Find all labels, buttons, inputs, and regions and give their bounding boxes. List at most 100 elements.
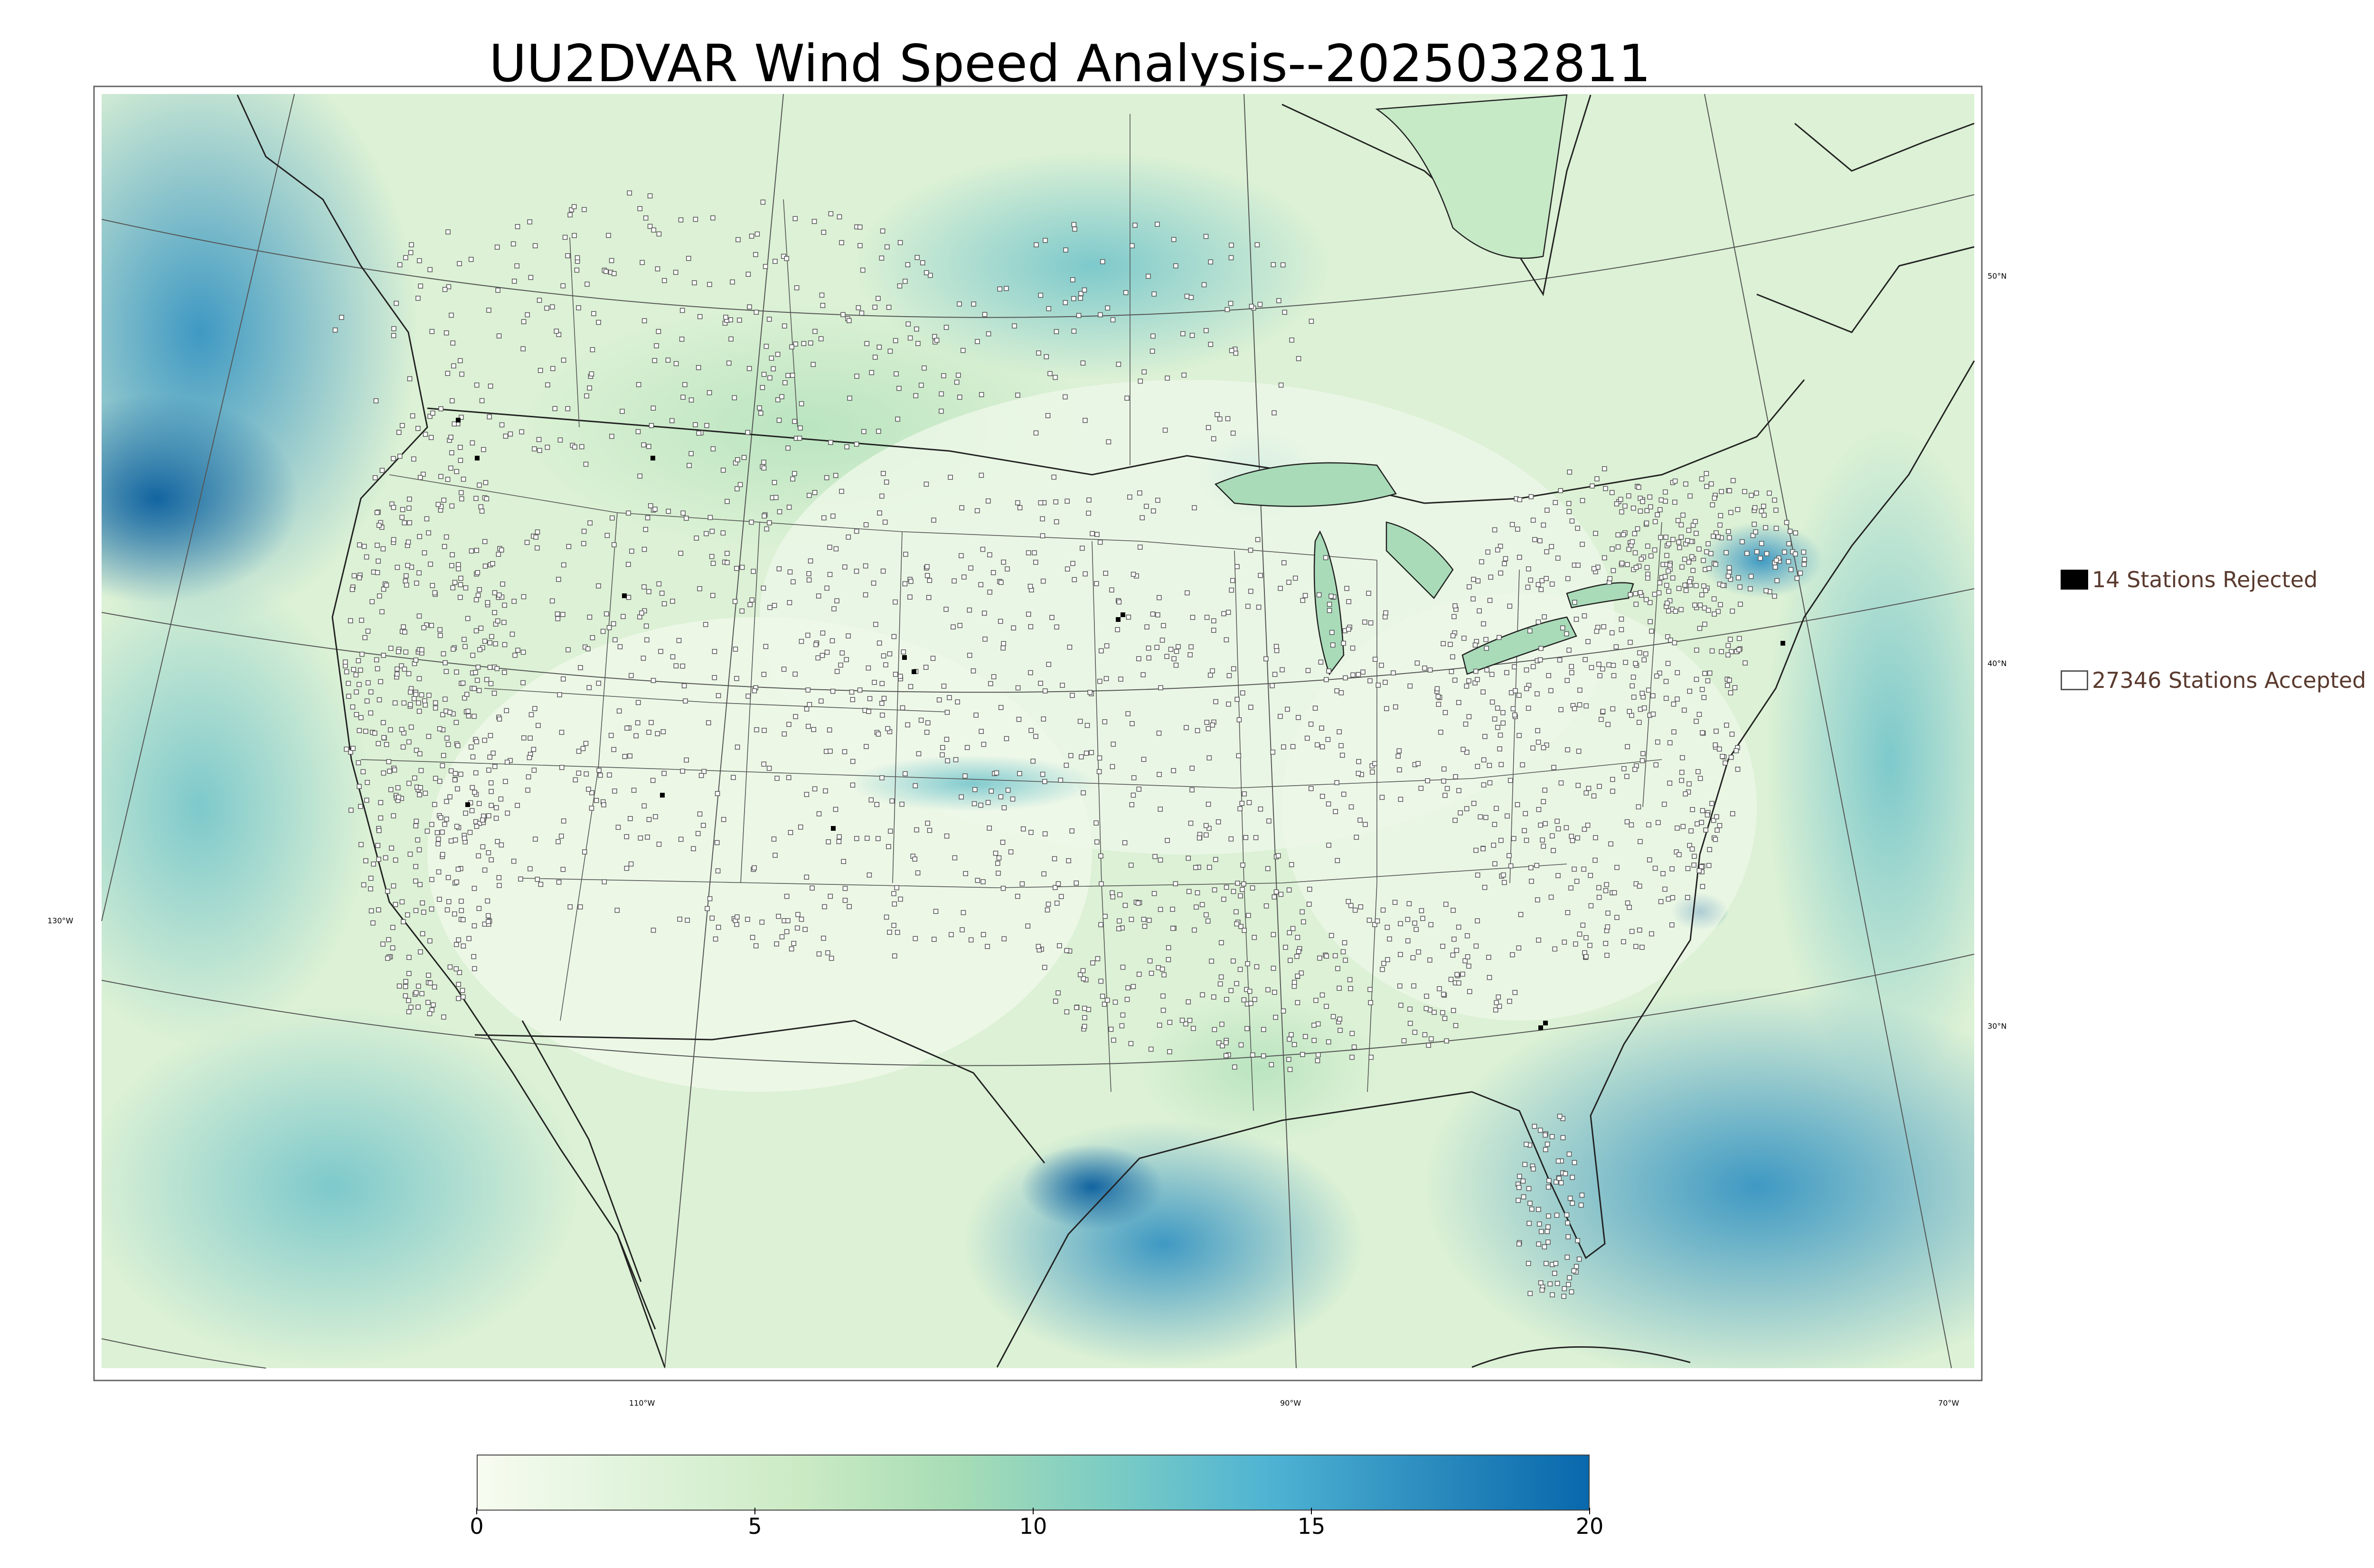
accepted-station-marker — [584, 393, 589, 399]
accepted-station-marker — [1644, 565, 1650, 570]
accepted-station-marker — [641, 318, 647, 323]
accepted-station-marker — [1043, 238, 1048, 243]
accepted-station-marker — [844, 657, 849, 662]
accepted-station-marker — [725, 551, 730, 556]
accepted-station-marker — [492, 610, 497, 615]
accepted-station-marker — [1080, 545, 1085, 551]
accepted-station-marker — [449, 563, 454, 568]
accepted-station-marker — [476, 853, 481, 859]
accepted-station-marker — [1605, 924, 1611, 930]
accepted-station-marker — [701, 823, 706, 828]
colorbar-tick — [754, 1508, 755, 1514]
accepted-station-marker — [1610, 706, 1616, 712]
accepted-station-marker — [1555, 1158, 1561, 1164]
accepted-station-marker — [1556, 1175, 1562, 1181]
accepted-station-marker — [465, 708, 471, 714]
accepted-station-marker — [479, 508, 485, 514]
accepted-station-marker — [1001, 805, 1007, 810]
accepted-station-marker — [1663, 498, 1668, 504]
accepted-station-marker — [591, 311, 596, 316]
accepted-station-marker — [1347, 977, 1353, 983]
accepted-station-marker — [681, 683, 687, 688]
accepted-station-marker — [820, 630, 826, 636]
accepted-station-marker — [377, 828, 382, 833]
accepted-station-marker — [789, 946, 794, 952]
accepted-station-marker — [1001, 641, 1006, 647]
accepted-station-marker — [777, 509, 782, 515]
accepted-station-marker — [418, 949, 423, 955]
accepted-station-marker — [1552, 946, 1557, 952]
accepted-station-marker — [1558, 488, 1564, 493]
accepted-station-marker — [1489, 699, 1495, 705]
accepted-station-marker — [417, 475, 423, 480]
accepted-station-marker — [423, 432, 428, 437]
accepted-station-marker — [628, 861, 634, 867]
accepted-station-marker — [761, 460, 766, 465]
accepted-station-marker — [1472, 642, 1478, 648]
accepted-station-marker — [1591, 566, 1597, 572]
accepted-station-marker — [782, 731, 787, 737]
accepted-station-marker — [871, 581, 876, 586]
accepted-station-marker — [582, 207, 587, 212]
accepted-station-marker — [1602, 555, 1607, 561]
accepted-station-marker — [847, 395, 852, 401]
accepted-station-marker — [1583, 954, 1589, 959]
accepted-station-marker — [1397, 767, 1402, 772]
accepted-station-marker — [394, 671, 400, 677]
accepted-station-marker — [1441, 766, 1447, 772]
accepted-station-marker — [1761, 504, 1766, 509]
accepted-station-marker — [1727, 535, 1732, 541]
accepted-station-marker — [1517, 497, 1523, 502]
accepted-station-marker — [440, 829, 445, 835]
accepted-station-marker — [1707, 670, 1713, 676]
accepted-station-marker — [1704, 471, 1709, 476]
accepted-station-marker — [703, 622, 708, 627]
accepted-station-marker — [1498, 762, 1504, 767]
accepted-station-marker — [458, 595, 463, 600]
accepted-station-marker — [1551, 848, 1556, 853]
accepted-station-marker — [1586, 786, 1592, 791]
accepted-station-marker — [828, 893, 833, 899]
accepted-station-marker — [1699, 820, 1704, 825]
accepted-station-marker — [455, 786, 460, 792]
accepted-station-marker — [1717, 522, 1723, 528]
lon-label-130w: 130°W — [47, 916, 74, 925]
accepted-station-marker — [1424, 994, 1429, 999]
accepted-station-marker — [1309, 319, 1314, 324]
accepted-station-marker — [991, 674, 997, 679]
accepted-station-marker — [1701, 583, 1706, 589]
accepted-station-marker — [1786, 541, 1791, 546]
accepted-station-marker — [429, 877, 434, 883]
accepted-station-marker — [1235, 881, 1240, 886]
accepted-station-marker — [1787, 528, 1793, 534]
accepted-station-marker — [1484, 646, 1489, 651]
accepted-station-marker — [1660, 871, 1666, 876]
accepted-station-marker — [614, 908, 620, 913]
accepted-station-marker — [1398, 952, 1403, 957]
accepted-station-marker — [1356, 672, 1361, 677]
accepted-station-marker — [1273, 889, 1279, 895]
accepted-station-marker — [735, 237, 741, 243]
accepted-station-marker — [661, 601, 667, 607]
accepted-station-marker — [1621, 532, 1626, 537]
accepted-station-marker — [1678, 607, 1684, 612]
accepted-station-marker — [1261, 1053, 1266, 1059]
accepted-station-marker — [799, 638, 804, 644]
accepted-station-marker — [856, 305, 861, 310]
accepted-station-marker — [483, 480, 489, 485]
accepted-station-marker — [1774, 578, 1780, 583]
accepted-station-marker — [1270, 683, 1275, 688]
accepted-station-marker — [913, 936, 918, 941]
accepted-station-marker — [381, 586, 386, 592]
accepted-station-marker — [1348, 903, 1354, 908]
accepted-station-marker — [892, 953, 897, 958]
accepted-station-marker — [467, 830, 473, 835]
accepted-station-marker — [609, 258, 614, 263]
accepted-station-marker — [766, 317, 772, 322]
accepted-station-marker — [1174, 648, 1179, 654]
accepted-station-marker — [396, 983, 402, 989]
accepted-station-marker — [1280, 262, 1286, 268]
accepted-station-marker — [471, 954, 477, 959]
accepted-station-marker — [990, 570, 996, 575]
accepted-station-marker — [1724, 723, 1729, 728]
